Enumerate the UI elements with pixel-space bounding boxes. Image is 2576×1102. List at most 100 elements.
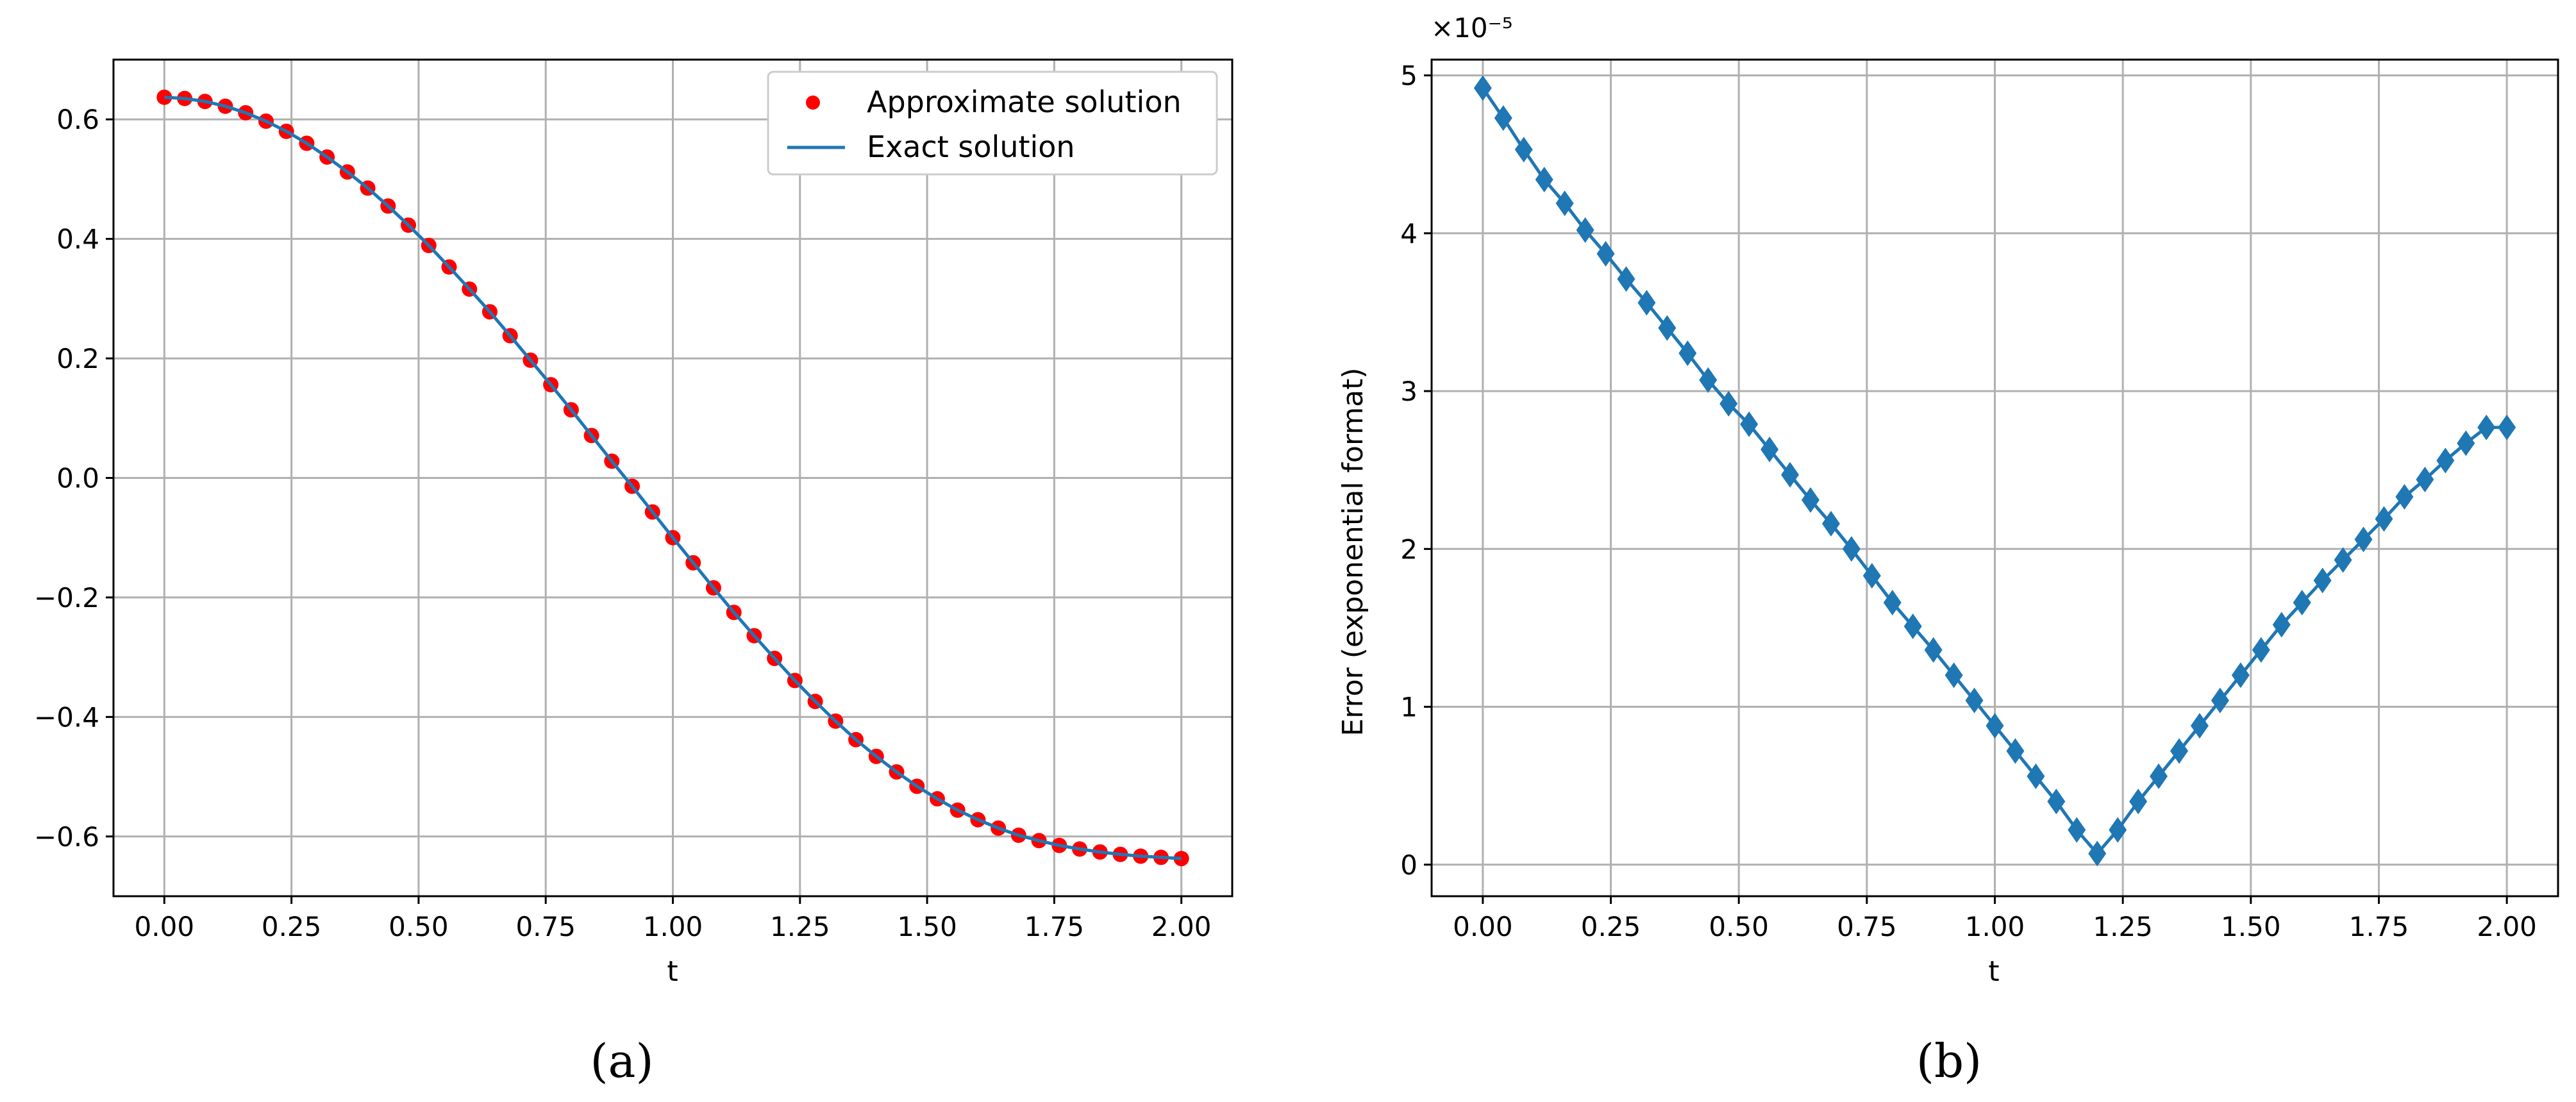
x-tick-label: 2.00: [2477, 911, 2537, 942]
panel-b: 0.00 0.25 0.50 0.75 1.00 1.25 1.50 1.75 2.00 0 1 2…: [1337, 12, 2559, 1088]
x-tick-label: 0.50: [389, 911, 449, 942]
y-tick-label: −0.2: [34, 582, 99, 614]
y-tick-label: 4: [1400, 218, 1418, 249]
error-diamond-point: [1883, 590, 1902, 616]
y-tick-label: 3: [1400, 376, 1418, 407]
error-diamond-point: [1903, 613, 1922, 639]
y-tick-label: 0.2: [56, 343, 99, 374]
y-tick-label: 0.6: [56, 104, 99, 135]
x-tick-label: 1.00: [643, 911, 703, 942]
error-diamond-point: [1494, 105, 1512, 131]
error-diamond-point: [1617, 266, 1635, 292]
error-diamond-point: [1740, 411, 1759, 437]
y-tick-label: 1: [1400, 692, 1418, 723]
error-diamond-point: [1658, 315, 1677, 341]
error-diamond-point: [1637, 290, 1656, 316]
panel-b-caption: (b): [1916, 1034, 1982, 1088]
panel-a-xticks: 0.00 0.25 0.50 0.75 1.00 1.25 1.50 1.75 2.00: [135, 896, 1212, 942]
x-tick-label: 0.75: [515, 911, 576, 942]
exact-solution-line: [164, 96, 1182, 860]
y-tick-label: 5: [1400, 60, 1418, 92]
x-tick-label: 1.75: [2349, 911, 2409, 942]
error-diamond-point: [2006, 738, 2025, 764]
legend-label-approximate: Approximate solution: [867, 85, 1182, 119]
y-tick-label: 0: [1400, 849, 1418, 881]
error-diamond-point: [2109, 817, 2127, 843]
error-diamond-point: [2047, 789, 2066, 815]
panel-b-xticks: 0.00 0.25 0.50 0.75 1.00 1.25 1.50 1.75 2.00: [1453, 896, 2537, 942]
error-diamond-point: [2068, 817, 2086, 843]
error-diamond-point: [2027, 763, 2045, 789]
x-tick-label: 1.75: [1025, 911, 1085, 942]
error-diamond-point: [2088, 840, 2107, 867]
x-tick-label: 0.00: [135, 911, 195, 942]
panel-b-xlabel: t: [1988, 955, 1999, 988]
error-diamond-point: [2436, 447, 2455, 474]
error-diamond-point: [2190, 713, 2209, 739]
error-diamond-point: [1535, 167, 1553, 193]
panel-b-yticks: 0 1 2 3 4 5: [1400, 60, 1432, 881]
y-tick-label: 2: [1400, 533, 1418, 565]
error-diamond-point: [1555, 190, 1574, 217]
y-tick-label: 0.0: [56, 463, 99, 494]
error-diamond-point: [1699, 367, 1718, 393]
error-diamond-point: [1596, 240, 1615, 267]
panel-a: 0.00 0.25 0.50 0.75 1.00 1.25 1.50 1.75 2.00 0.6…: [34, 58, 1234, 1088]
panel-a-plot: [156, 89, 1189, 867]
panel-a-xlabel: t: [667, 955, 678, 988]
panel-a-legend: Approximate solution Exact solution: [767, 71, 1218, 176]
x-tick-label: 1.50: [2221, 911, 2281, 942]
error-diamond-point: [1761, 437, 1779, 463]
error-diamond-point: [2395, 484, 2414, 510]
error-diamond-point: [2354, 526, 2373, 553]
error-diamond-point: [1719, 390, 1738, 417]
panel-b-offset-text: ×10⁻⁵: [1431, 12, 1513, 44]
legend-box: [767, 71, 1218, 176]
error-diamond-point: [1473, 75, 1492, 101]
error-diamond-point: [2313, 567, 2332, 594]
panel-b-ylabel: Error (exponential format): [1337, 367, 1369, 736]
x-tick-label: 0.50: [1709, 911, 1769, 942]
error-diamond-point: [1801, 487, 1819, 513]
error-diamond-point: [2498, 414, 2516, 440]
error-diamond-point: [1514, 137, 1533, 163]
legend-marker-approximate: [806, 96, 820, 110]
legend-label-exact: Exact solution: [867, 129, 1075, 164]
error-diamond-point: [2334, 547, 2352, 573]
x-tick-label: 1.25: [2093, 911, 2153, 942]
error-diamond-point: [1924, 637, 1943, 663]
panel-b-grid: [1432, 60, 2558, 896]
error-diamond-point: [2457, 430, 2475, 456]
error-diamond-point: [1862, 563, 1881, 589]
x-tick-label: 0.25: [1581, 911, 1641, 942]
panel-b-plot: [1473, 75, 2516, 867]
error-diamond-point: [1821, 510, 1840, 537]
x-tick-label: 1.50: [897, 911, 957, 942]
y-tick-label: 0.4: [56, 224, 99, 255]
error-diamond-point: [2293, 590, 2311, 616]
error-diamond-point: [2129, 789, 2148, 815]
y-tick-label: −0.6: [34, 821, 99, 853]
y-tick-label: −0.4: [34, 701, 99, 733]
error-diamond-point: [1678, 340, 1697, 366]
error-diamond-point: [1576, 217, 1594, 243]
x-tick-label: 1.25: [770, 911, 830, 942]
error-diamond-point: [1965, 687, 1984, 714]
error-diamond-point: [2170, 738, 2189, 764]
error-diamond-point: [2375, 506, 2393, 532]
panel-a-caption: (a): [590, 1034, 653, 1088]
x-tick-label: 2.00: [1151, 911, 1212, 942]
error-diamond-point: [1842, 536, 1861, 562]
error-diamond-point: [1781, 462, 1800, 488]
error-diamond-point: [2416, 466, 2434, 492]
x-tick-label: 0.75: [1837, 911, 1897, 942]
error-diamond-point: [2252, 637, 2270, 663]
x-tick-label: 1.00: [1965, 911, 2025, 942]
error-diamond-point: [1945, 662, 1963, 689]
error-diamond-point: [2272, 612, 2291, 638]
panel-a-yticks: 0.6 0.4 0.2 0.0 −0.2 −0.4 −0.6: [34, 104, 113, 853]
panel-a-grid: [113, 60, 1232, 896]
error-diamond-point: [2477, 414, 2496, 440]
error-diamond-point: [1986, 713, 2004, 739]
x-tick-label: 0.00: [1453, 911, 1513, 942]
